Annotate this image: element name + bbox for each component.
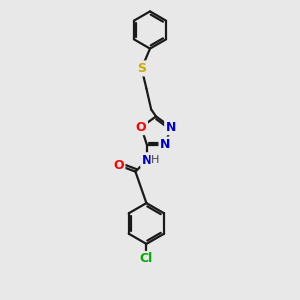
Text: N: N — [160, 138, 170, 151]
Text: H: H — [151, 155, 159, 165]
Text: O: O — [113, 158, 124, 172]
Text: O: O — [136, 121, 146, 134]
Text: S: S — [137, 62, 146, 75]
Text: N: N — [142, 154, 152, 167]
Text: Cl: Cl — [140, 252, 153, 266]
Text: N: N — [166, 121, 176, 134]
